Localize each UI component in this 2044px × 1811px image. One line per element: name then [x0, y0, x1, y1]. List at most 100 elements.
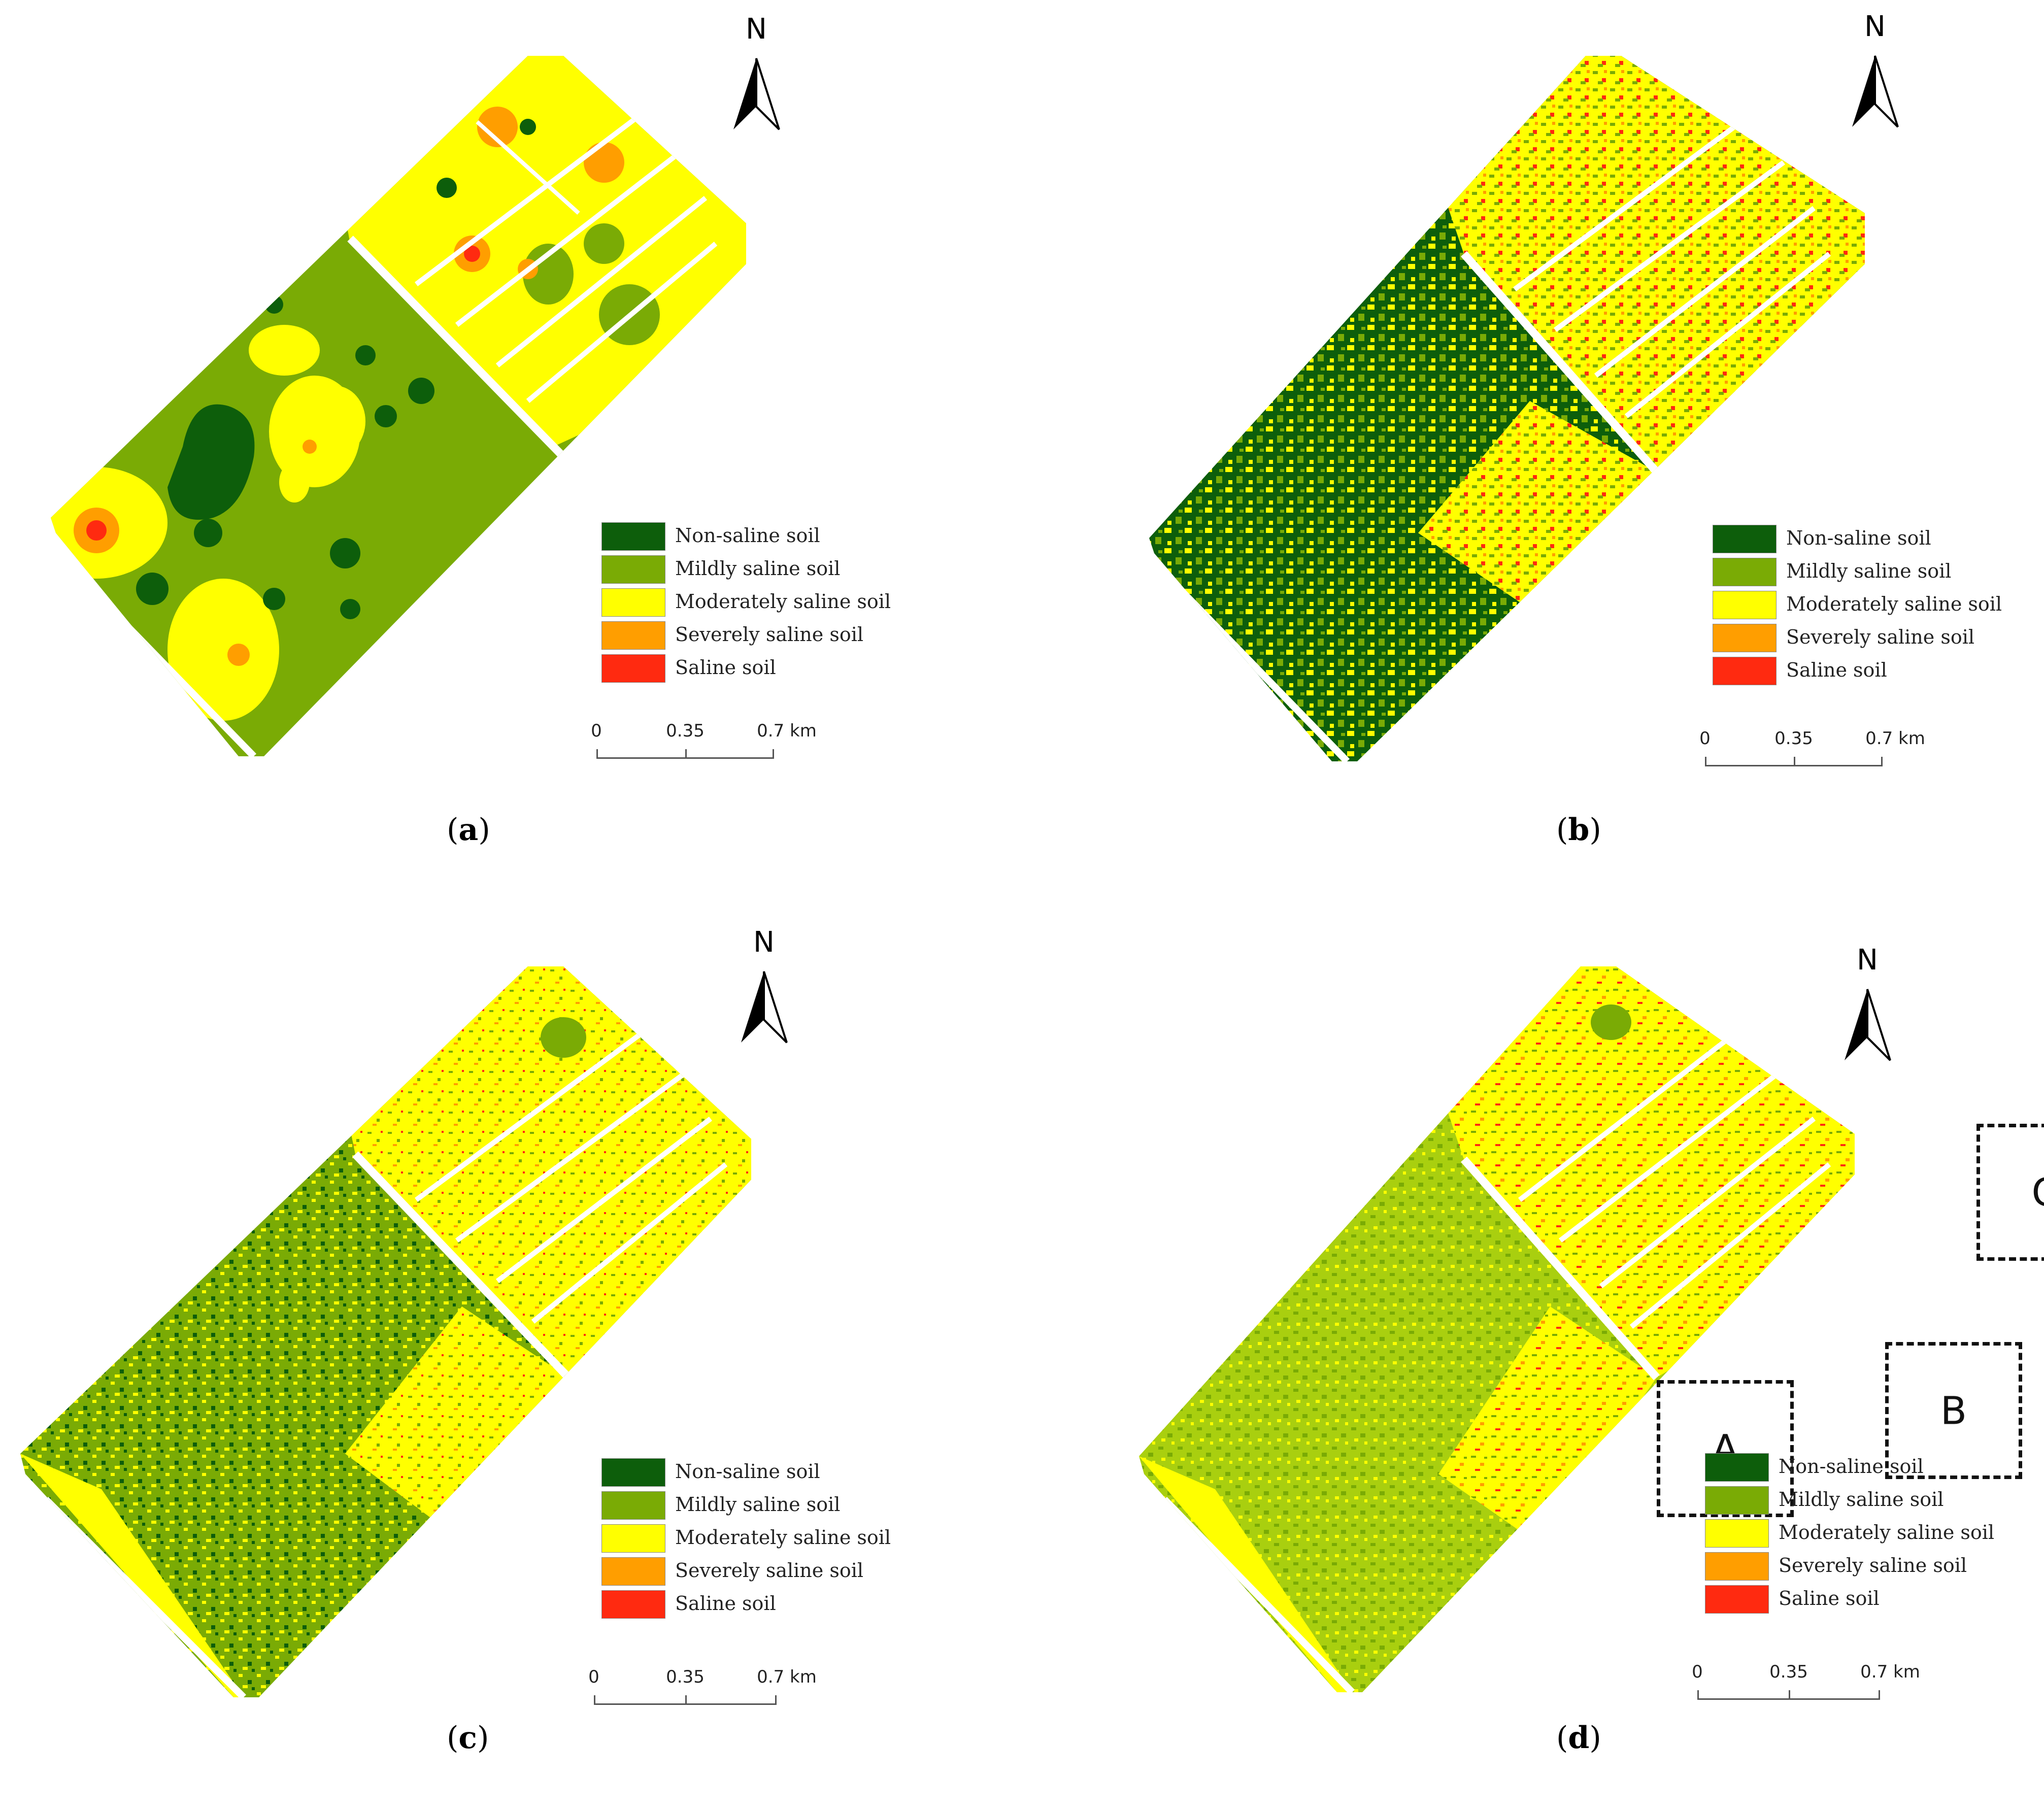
- scale-tick-label: 0.7 km: [757, 1667, 817, 1687]
- scale-tick: [1794, 757, 1795, 766]
- north-letter: N: [1857, 944, 1878, 977]
- legend-swatch: [1705, 1486, 1769, 1515]
- legend-label: Non-saline soil: [1786, 527, 1931, 549]
- scale-bar-c: 0 0.35 0.7 km: [588, 1667, 817, 1713]
- patch-severe-a: [303, 440, 317, 454]
- legend-swatch: [1705, 1552, 1769, 1581]
- patch-non-saline-a: [408, 378, 434, 404]
- legend-label: Saline soil: [675, 1592, 776, 1615]
- zone-east-moderate-b: [1418, 401, 1657, 609]
- north-arrow-b: N: [1847, 13, 1903, 129]
- legend-label: Non-saline soil: [675, 1460, 820, 1483]
- scale-bar-b: 0 0.35 0.7 km: [1699, 728, 1925, 774]
- zone-box-c: C: [1976, 1124, 2044, 1261]
- caption-letter: c: [458, 1720, 477, 1756]
- scale-tick-label: 0.35: [1769, 1662, 1808, 1682]
- legend-swatch: [601, 621, 665, 650]
- scale-bar-a: 0 0.35 0.7 km: [591, 721, 817, 766]
- patch-severe-a: [227, 644, 250, 666]
- patch-non-saline-a: [194, 519, 222, 547]
- north-letter: N: [746, 13, 767, 46]
- salinity-map-b: [1149, 56, 1865, 761]
- patch-non-saline-a: [263, 588, 285, 610]
- scale-tick-label: 0.7 km: [1860, 1662, 1920, 1682]
- scale-tick-label: 0: [1692, 1662, 1703, 1682]
- caption-c: (c): [447, 1720, 489, 1756]
- zone-label: C: [1980, 1170, 2044, 1215]
- north-arrow-icon: [1845, 989, 1891, 1061]
- patch-non-saline-a: [136, 573, 169, 605]
- caption-d: (d): [1556, 1720, 1601, 1756]
- scale-tick-label: 0.35: [1774, 728, 1813, 749]
- legend-label: Moderately saline soil: [1779, 1521, 1995, 1544]
- patch-non-saline-a: [437, 178, 457, 198]
- patch-saline-a: [86, 520, 107, 541]
- legend-swatch: [601, 1458, 665, 1487]
- north-arrow-icon: [1852, 55, 1899, 128]
- legend-swatch: [1705, 1519, 1769, 1548]
- salinity-map-c: [20, 966, 751, 1697]
- zone-box-a: A: [1657, 1380, 1794, 1517]
- scale-tick-label: 0.35: [666, 1667, 705, 1687]
- patch-non-saline-a: [265, 295, 283, 314]
- scale-tick: [773, 749, 774, 758]
- legend-label: Saline soil: [1779, 1587, 1880, 1609]
- legend-swatch: [1705, 1585, 1769, 1614]
- patch-mild-a: [584, 223, 624, 264]
- legend-swatch: [1713, 525, 1777, 553]
- legend-label: Mildly saline soil: [675, 557, 841, 580]
- patch-mild-a: [523, 244, 574, 305]
- legend-label: Moderately saline soil: [675, 1526, 891, 1549]
- patch-moderate-a: [249, 325, 320, 376]
- north-letter: N: [753, 926, 775, 959]
- legend-swatch: [1713, 591, 1777, 619]
- patch-non-saline-a: [375, 405, 397, 427]
- caption-letter: a: [458, 812, 479, 848]
- scale-tick-label: 0: [591, 721, 602, 741]
- legend-swatch: [601, 522, 665, 551]
- scale-tick-label: 0.7 km: [757, 721, 817, 741]
- scale-tick-label: 0.35: [666, 721, 705, 741]
- legend-label: Mildly saline soil: [1786, 560, 1952, 582]
- north-letter: N: [1864, 10, 1886, 43]
- scale-tick-label: 0: [588, 1667, 599, 1687]
- patch-non-saline-a: [330, 538, 360, 568]
- legend-swatch: [1713, 657, 1777, 685]
- scale-tick-label: 0: [1699, 728, 1711, 749]
- patch-non-saline-a: [340, 599, 360, 619]
- patch-non-saline-a: [355, 345, 376, 365]
- north-arrow-c: N: [736, 928, 792, 1045]
- legend-label: Mildly saline soil: [675, 1493, 841, 1516]
- legend-swatch: [601, 588, 665, 617]
- patch-moderate-a: [167, 579, 279, 721]
- north-arrow-icon: [733, 58, 780, 130]
- zone-east-moderate-d: [1438, 1306, 1657, 1545]
- zone-box-b: B: [1885, 1342, 2022, 1479]
- patch-mild-c: [541, 1017, 586, 1058]
- scale-tick-label: 0.7 km: [1865, 728, 1925, 749]
- salinity-map-d: [1139, 966, 1855, 1692]
- patch-moderate-a: [228, 599, 259, 629]
- legend-swatch: [601, 1524, 665, 1553]
- zone-label: B: [1940, 1388, 1967, 1433]
- scale-tick: [1881, 757, 1883, 766]
- panel-a: N Non-saline soil Mildly saline soil Mod…: [0, 0, 1022, 906]
- caption-b: (b): [1556, 812, 1601, 848]
- legend-swatch: [601, 555, 665, 584]
- scale-tick: [1879, 1690, 1880, 1699]
- legend-swatch: [601, 1557, 665, 1586]
- zone-east-moderate-c: [345, 1306, 568, 1530]
- legend-swatch: [601, 1491, 665, 1520]
- legend-swatch: [1713, 558, 1777, 586]
- legend-label: Severely saline soil: [1779, 1554, 1967, 1577]
- north-arrow-icon: [741, 971, 788, 1044]
- legend-swatch: [601, 1590, 665, 1619]
- legend-label: Moderately saline soil: [1786, 593, 2002, 615]
- scale-bar-d: 0 0.35 0.7 km: [1692, 1662, 1920, 1707]
- north-arrow-a: N: [728, 15, 784, 132]
- scale-tick: [596, 749, 598, 758]
- patch-severe-a: [477, 107, 518, 147]
- patch-moderate-a: [279, 462, 310, 502]
- scale-tick: [594, 1695, 595, 1704]
- legend-label: Moderately saline soil: [675, 590, 891, 613]
